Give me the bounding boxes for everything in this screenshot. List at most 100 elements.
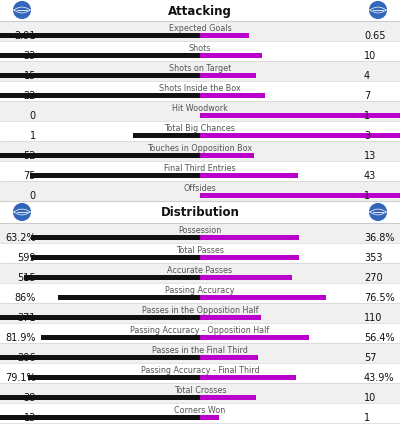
Circle shape xyxy=(14,3,30,20)
Text: 0: 0 xyxy=(30,191,36,201)
Bar xyxy=(24,275,200,280)
Bar xyxy=(0,122,400,141)
Text: 33: 33 xyxy=(24,51,36,61)
Text: Expected Goals: Expected Goals xyxy=(169,24,231,33)
Bar xyxy=(0,315,200,320)
Bar xyxy=(0,181,400,201)
Text: Passing Accuracy: Passing Accuracy xyxy=(165,286,235,294)
Text: 4: 4 xyxy=(364,71,370,81)
Bar xyxy=(200,134,400,138)
Text: Passing Accuracy - Opposition Half: Passing Accuracy - Opposition Half xyxy=(130,326,270,334)
Bar xyxy=(30,174,200,178)
Bar xyxy=(200,154,254,158)
Bar xyxy=(0,141,400,161)
Bar xyxy=(0,395,200,400)
Text: Total Passes: Total Passes xyxy=(176,246,224,254)
Text: Possession: Possession xyxy=(178,226,222,234)
Text: 599: 599 xyxy=(18,253,36,263)
Text: 270: 270 xyxy=(364,273,383,283)
Text: 1: 1 xyxy=(364,191,370,201)
Bar xyxy=(0,201,400,224)
Text: Attacking: Attacking xyxy=(168,4,232,17)
Text: 0: 0 xyxy=(30,111,36,121)
Text: 81.9%: 81.9% xyxy=(6,332,36,342)
Bar xyxy=(200,295,326,300)
Bar xyxy=(200,235,299,240)
Text: 43: 43 xyxy=(364,171,376,181)
Bar xyxy=(200,34,249,39)
Bar xyxy=(200,255,299,260)
Bar xyxy=(0,62,400,82)
Text: Total Big Chances: Total Big Chances xyxy=(164,124,236,133)
Text: Passes in the Final Third: Passes in the Final Third xyxy=(152,345,248,354)
Bar xyxy=(0,161,400,181)
Text: Corners Won: Corners Won xyxy=(174,405,226,414)
Text: 110: 110 xyxy=(364,312,382,322)
Bar xyxy=(200,194,400,198)
Bar xyxy=(0,102,400,122)
Bar xyxy=(0,94,200,99)
Bar xyxy=(0,415,200,420)
Text: 15: 15 xyxy=(24,71,36,81)
Bar xyxy=(200,174,298,178)
Circle shape xyxy=(370,204,386,221)
Bar xyxy=(0,263,400,283)
Text: Offsides: Offsides xyxy=(184,184,216,193)
Bar xyxy=(0,383,400,403)
Bar xyxy=(0,224,400,243)
Bar xyxy=(200,54,262,59)
Bar xyxy=(0,243,400,263)
Text: 515: 515 xyxy=(17,273,36,283)
Bar xyxy=(200,315,261,320)
Bar xyxy=(0,363,400,383)
Text: Touches in Opposition Box: Touches in Opposition Box xyxy=(148,144,252,153)
Text: 13: 13 xyxy=(24,412,36,422)
Bar xyxy=(200,94,265,99)
Bar xyxy=(200,114,400,118)
Text: 86%: 86% xyxy=(15,293,36,302)
Bar xyxy=(200,375,296,380)
Text: 79.1%: 79.1% xyxy=(5,372,36,382)
Text: 63.2%: 63.2% xyxy=(5,233,36,243)
Bar xyxy=(0,303,400,323)
Text: Hit Woodwork: Hit Woodwork xyxy=(172,104,228,113)
Bar xyxy=(200,275,292,280)
Text: Shots on Target: Shots on Target xyxy=(169,64,231,73)
Text: Passes in the Opposition Half: Passes in the Opposition Half xyxy=(142,306,258,314)
Text: 75: 75 xyxy=(24,171,36,181)
Text: Total Crosses: Total Crosses xyxy=(174,385,226,394)
Text: 0.65: 0.65 xyxy=(364,31,386,41)
Bar xyxy=(200,74,256,79)
Text: Shots Inside the Box: Shots Inside the Box xyxy=(159,84,241,93)
Text: 1: 1 xyxy=(364,412,370,422)
Bar xyxy=(200,355,258,360)
Text: 2.91: 2.91 xyxy=(14,31,36,41)
Bar xyxy=(200,395,256,400)
Bar xyxy=(0,283,400,303)
Circle shape xyxy=(370,3,386,20)
Text: 7: 7 xyxy=(364,91,370,101)
Text: 371: 371 xyxy=(18,312,36,322)
Text: Shots: Shots xyxy=(189,44,211,53)
Bar xyxy=(0,403,400,423)
Text: 36.8%: 36.8% xyxy=(364,233,394,243)
Text: 38: 38 xyxy=(24,392,36,402)
Bar xyxy=(28,375,200,380)
Bar xyxy=(0,343,400,363)
Bar xyxy=(0,323,400,343)
Text: 43.9%: 43.9% xyxy=(364,372,394,382)
Text: Accurate Passes: Accurate Passes xyxy=(168,266,232,274)
Bar xyxy=(31,255,200,260)
Text: 3: 3 xyxy=(364,131,370,141)
Bar xyxy=(31,235,200,240)
Text: 76.5%: 76.5% xyxy=(364,293,395,302)
Text: Final Third Entries: Final Third Entries xyxy=(164,164,236,173)
Text: 10: 10 xyxy=(364,51,376,61)
Text: 13: 13 xyxy=(364,151,376,161)
Circle shape xyxy=(14,204,30,221)
Bar xyxy=(200,415,219,420)
Bar xyxy=(0,42,400,62)
Bar xyxy=(0,22,400,42)
Bar xyxy=(58,295,200,300)
Bar xyxy=(0,74,200,79)
